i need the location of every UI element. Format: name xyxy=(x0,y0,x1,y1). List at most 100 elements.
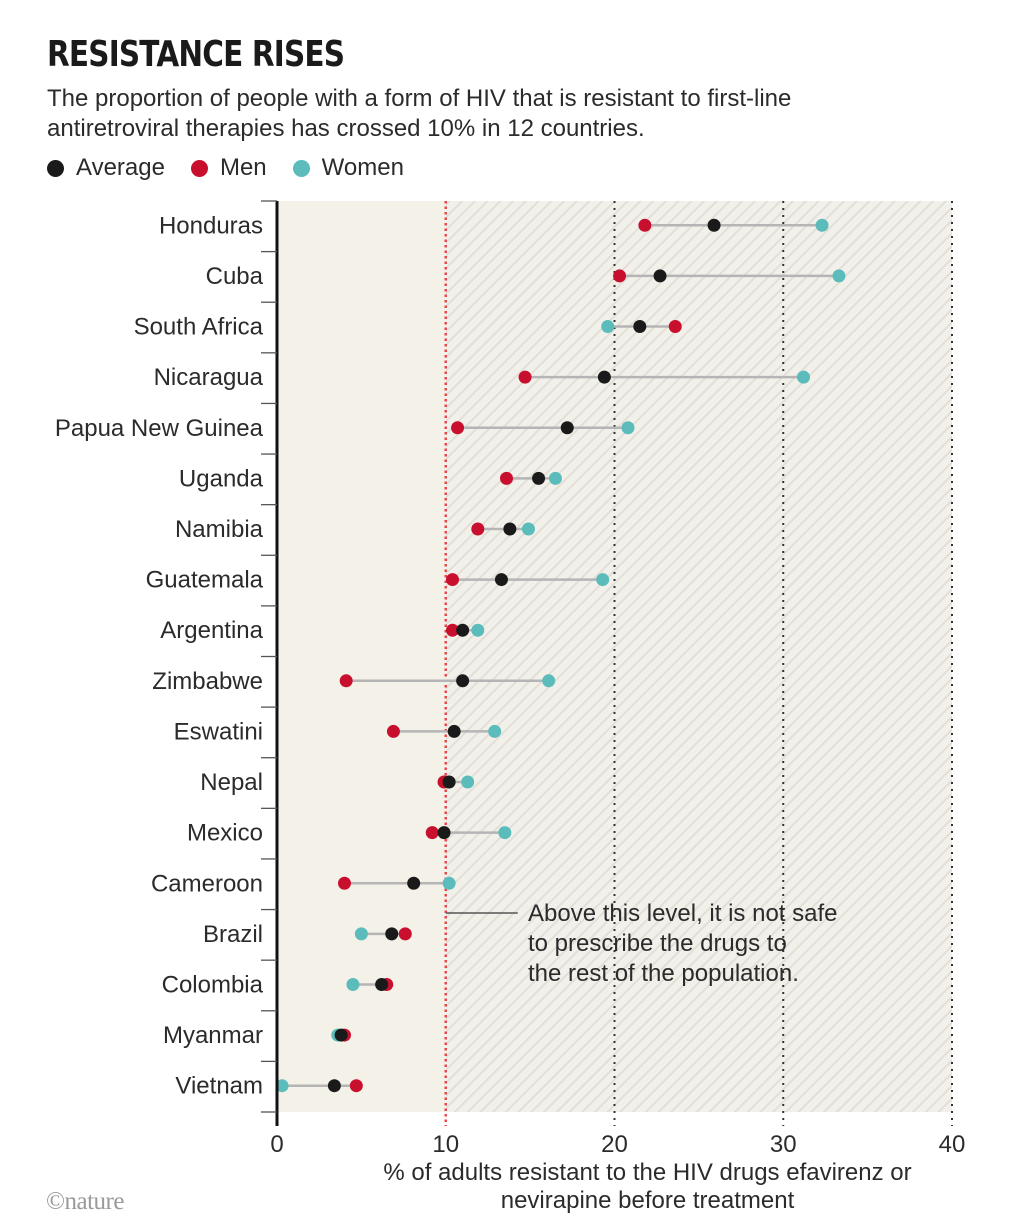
subtitle-line-1: The proportion of people with a form of … xyxy=(47,85,792,112)
x-axis-label-line-2: nevirapine before treatment xyxy=(501,1187,795,1214)
women-point xyxy=(548,471,562,485)
women-point xyxy=(797,370,810,384)
average-point xyxy=(560,421,574,435)
men-point xyxy=(338,876,351,890)
x-tick-label: 30 xyxy=(770,1131,797,1158)
country-label: Guatemala xyxy=(146,567,264,594)
country-label: Mexico xyxy=(187,820,263,847)
row-namibia: Namibia xyxy=(175,516,535,543)
average-dot-icon xyxy=(47,159,64,177)
men-point xyxy=(339,674,353,688)
women-point xyxy=(832,269,846,283)
legend-label: Average xyxy=(76,154,165,181)
men-point xyxy=(446,573,459,587)
country-label: Vietnam xyxy=(175,1073,263,1100)
average-point xyxy=(327,1079,341,1093)
women-point xyxy=(488,724,502,738)
country-label: Zimbabwe xyxy=(152,668,263,695)
women-point xyxy=(601,320,615,334)
chart-title: RESISTANCE RISES xyxy=(47,34,345,75)
legend-item-men: Men xyxy=(190,154,267,182)
nature-credit: ©nature xyxy=(46,1188,124,1215)
men-point xyxy=(500,471,513,485)
country-label: Myanmar xyxy=(163,1022,263,1049)
country-label: Cuba xyxy=(206,263,264,290)
x-tick-label: 0 xyxy=(270,1131,283,1158)
average-point xyxy=(442,775,456,789)
row-mexico: Mexico xyxy=(187,820,512,847)
legend: Average Men Women xyxy=(47,154,430,182)
row-eswatini: Eswatini xyxy=(174,718,502,745)
average-point xyxy=(653,269,667,283)
row-vietnam: Vietnam xyxy=(175,1073,363,1100)
women-point xyxy=(354,927,368,941)
men-dot-icon xyxy=(190,159,208,177)
women-point xyxy=(275,1079,289,1093)
annotation-text: the rest of the population. xyxy=(528,960,799,987)
row-argentina: Argentina xyxy=(160,617,485,644)
annotation-text: to prescribe the drugs to xyxy=(528,930,787,957)
row-cuba: Cuba xyxy=(206,263,846,290)
average-point xyxy=(597,370,611,384)
men-point xyxy=(425,826,439,840)
safe-zone-background xyxy=(277,201,446,1112)
x-axis-label-line-1: % of adults resistant to the HIV drugs e… xyxy=(383,1159,911,1186)
men-point xyxy=(613,269,627,283)
country-label: Nicaragua xyxy=(154,364,264,391)
women-point xyxy=(442,876,456,890)
x-tick-label: 10 xyxy=(432,1131,459,1158)
row-papua-new-guinea: Papua New Guinea xyxy=(55,415,635,442)
legend-item-women: Women xyxy=(292,154,404,182)
average-point xyxy=(375,977,389,991)
country-label: Honduras xyxy=(159,212,263,239)
row-guatemala: Guatemala xyxy=(146,567,610,594)
average-point xyxy=(532,471,546,485)
row-zimbabwe: Zimbabwe xyxy=(152,668,556,695)
row-honduras: Honduras xyxy=(159,212,829,239)
subtitle-line-2: antiretroviral therapies has crossed 10%… xyxy=(47,115,645,142)
women-point xyxy=(461,775,475,789)
country-label: Argentina xyxy=(160,617,263,644)
women-point xyxy=(521,522,535,536)
women-point xyxy=(471,623,485,637)
men-point xyxy=(638,218,652,232)
row-colombia: Colombia xyxy=(162,971,394,998)
women-point xyxy=(621,421,635,435)
country-label: Papua New Guinea xyxy=(55,415,264,442)
average-point xyxy=(707,218,721,232)
women-point xyxy=(815,218,829,232)
row-cameroon: Cameroon xyxy=(151,870,456,897)
country-label: Cameroon xyxy=(151,870,263,897)
average-point xyxy=(385,927,399,941)
average-point xyxy=(456,674,470,688)
average-point xyxy=(437,826,451,840)
men-point xyxy=(471,522,485,536)
row-south-africa: South Africa xyxy=(134,314,682,341)
row-uganda: Uganda xyxy=(179,465,562,492)
women-point xyxy=(498,826,512,840)
average-point xyxy=(633,320,647,334)
average-point xyxy=(407,876,421,890)
country-label: Eswatini xyxy=(174,718,263,745)
women-point xyxy=(542,674,556,688)
average-point xyxy=(503,522,517,536)
row-nepal: Nepal xyxy=(200,769,475,796)
country-label: Uganda xyxy=(179,465,264,492)
country-label: Namibia xyxy=(175,516,264,543)
row-brazil: Brazil xyxy=(203,921,412,948)
men-point xyxy=(349,1079,363,1093)
average-point xyxy=(334,1028,348,1042)
annotation-text: Above this level, it is not safe xyxy=(528,900,838,927)
row-myanmar: Myanmar xyxy=(163,1022,351,1049)
men-point xyxy=(398,927,412,941)
men-point xyxy=(518,370,532,384)
country-label: South Africa xyxy=(134,314,264,341)
women-dot-icon xyxy=(292,159,310,177)
chart-subtitle: The proportion of people with a form of … xyxy=(47,84,947,144)
men-point xyxy=(668,320,682,334)
average-point xyxy=(456,623,470,637)
legend-label: Women xyxy=(321,154,404,181)
country-label: Colombia xyxy=(162,971,264,998)
men-point xyxy=(446,623,459,637)
